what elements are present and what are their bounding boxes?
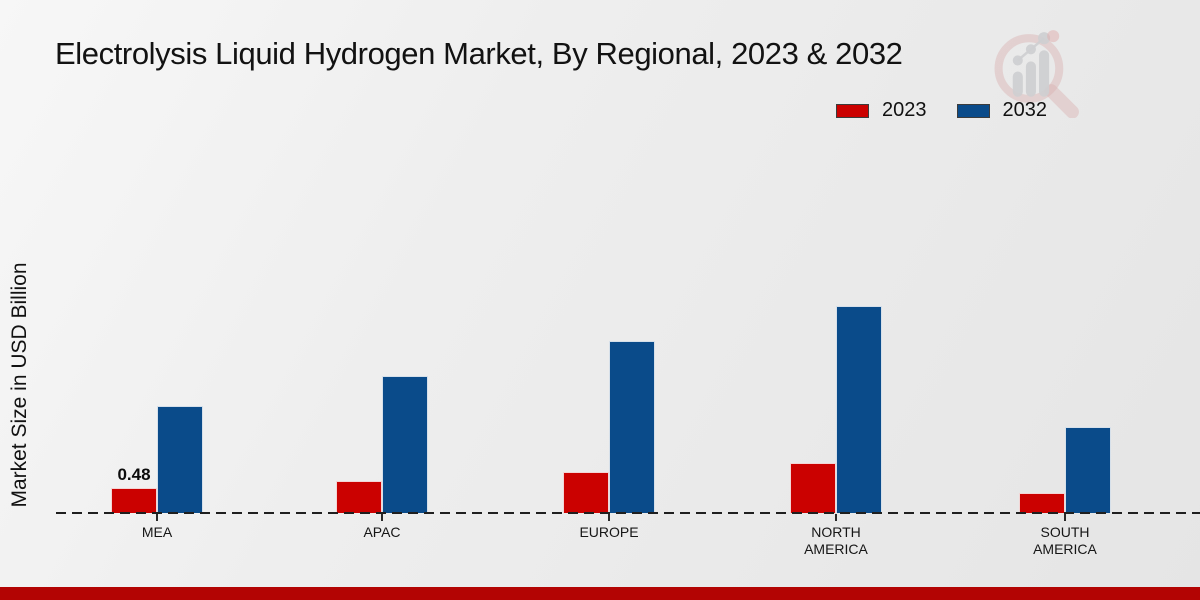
legend-label-2032: 2032: [1002, 99, 1048, 121]
magnifier-bar-chart-logo-watermark: [986, 22, 1088, 119]
value-label-2023-mea: 0.48: [117, 465, 151, 484]
x-axis-label-apac: APAC: [363, 524, 401, 540]
bar-2023-mea: [111, 488, 157, 513]
x-axis-label-mea: MEA: [141, 524, 173, 540]
bar-2023-apac: [336, 481, 382, 513]
legend: 2023 2032: [836, 99, 1047, 122]
bar-2032-north-america: [836, 306, 882, 513]
bar-2032-mea: [157, 406, 203, 513]
bar-2023-north-america: [790, 463, 836, 513]
x-axis-tick-south-america: [1064, 514, 1066, 521]
bar-2032-south-america: [1065, 427, 1111, 513]
x-axis-label-north-america: NORTH AMERICA: [804, 524, 868, 558]
legend-label-2023: 2023: [882, 99, 927, 121]
bar-2032-europe: [609, 341, 655, 513]
legend-swatch-2023: [836, 103, 869, 118]
footer-accent-bar: [0, 587, 1200, 600]
x-axis-tick-north-america: [835, 514, 837, 521]
bar-2032-apac: [382, 376, 428, 513]
x-axis-tick-europe: [608, 514, 610, 521]
x-axis-tick-mea: [156, 514, 158, 521]
x-axis-label-south-america: SOUTH AMERICA: [1033, 524, 1097, 558]
legend-item-2032: 2032: [956, 99, 1048, 122]
chart-title: Electrolysis Liquid Hydrogen Market, By …: [55, 36, 903, 71]
legend-item-2023: 2023: [836, 99, 927, 122]
x-axis-tick-apac: [381, 514, 383, 521]
y-axis-label: Market Size in USD Billion: [8, 262, 31, 508]
magnifier-bar-chart-icon: [994, 30, 1079, 119]
x-axis-label-europe: EUROPE: [579, 524, 639, 540]
x-axis-baseline: [56, 512, 1200, 514]
bar-2023-south-america: [1019, 493, 1065, 513]
legend-swatch-2032: [956, 103, 990, 118]
bar-2023-europe: [563, 472, 609, 513]
